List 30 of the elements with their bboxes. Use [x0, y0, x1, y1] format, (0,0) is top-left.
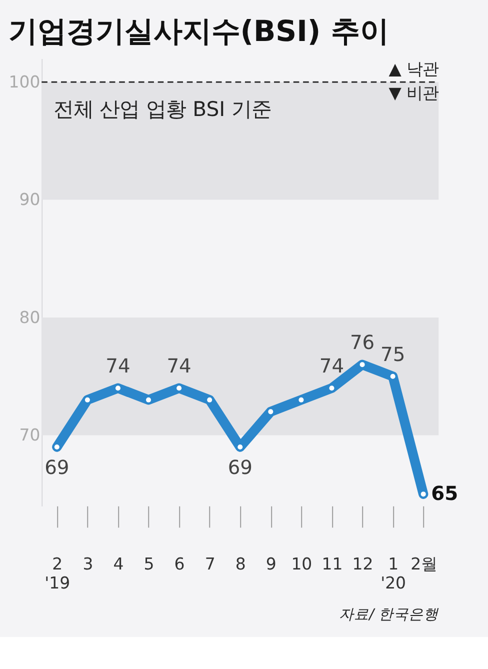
data-label: 74	[106, 354, 130, 378]
text: 자료/ 한국은행	[339, 607, 440, 624]
x-tick-label: 12	[352, 554, 374, 574]
x-tick-label: 3	[82, 554, 94, 574]
x-tick-label: 5	[144, 554, 154, 574]
data-label: 69	[228, 456, 252, 480]
y-tick-label: 90	[19, 190, 40, 210]
x-tick-label: 8	[235, 554, 246, 574]
x-tick-label: 11	[322, 554, 343, 574]
data-label: 74	[166, 354, 192, 378]
y-tick-label: 70	[19, 426, 40, 445]
x-tick-label: 1 '20	[380, 554, 406, 593]
x-tick-label: 4	[113, 554, 124, 574]
annotation: ▼ 비관	[388, 84, 439, 103]
x-tick-label: 2 '19	[44, 554, 70, 593]
y-tick-label: 80	[19, 308, 40, 327]
y-tick-label: 100	[8, 72, 40, 92]
x-tick-label: 10	[291, 554, 312, 574]
data-label: 74	[319, 354, 344, 378]
x-tick-label: 7	[204, 554, 216, 574]
annotation: ▲ 낙관	[388, 59, 439, 78]
annotation: 전체 산업 업황 BSI 기준	[53, 96, 272, 121]
x-tick-label: 9	[266, 554, 276, 574]
data-label: 76	[350, 331, 375, 354]
x-tick-label: 2월	[410, 554, 438, 574]
data-label: 69	[44, 456, 70, 480]
chart-title: 기업경기실사지수(BSI) 추이	[8, 14, 389, 48]
x-tick-label: 6	[174, 554, 185, 574]
data-label: 75	[380, 342, 406, 366]
data-label: 65	[431, 482, 458, 505]
